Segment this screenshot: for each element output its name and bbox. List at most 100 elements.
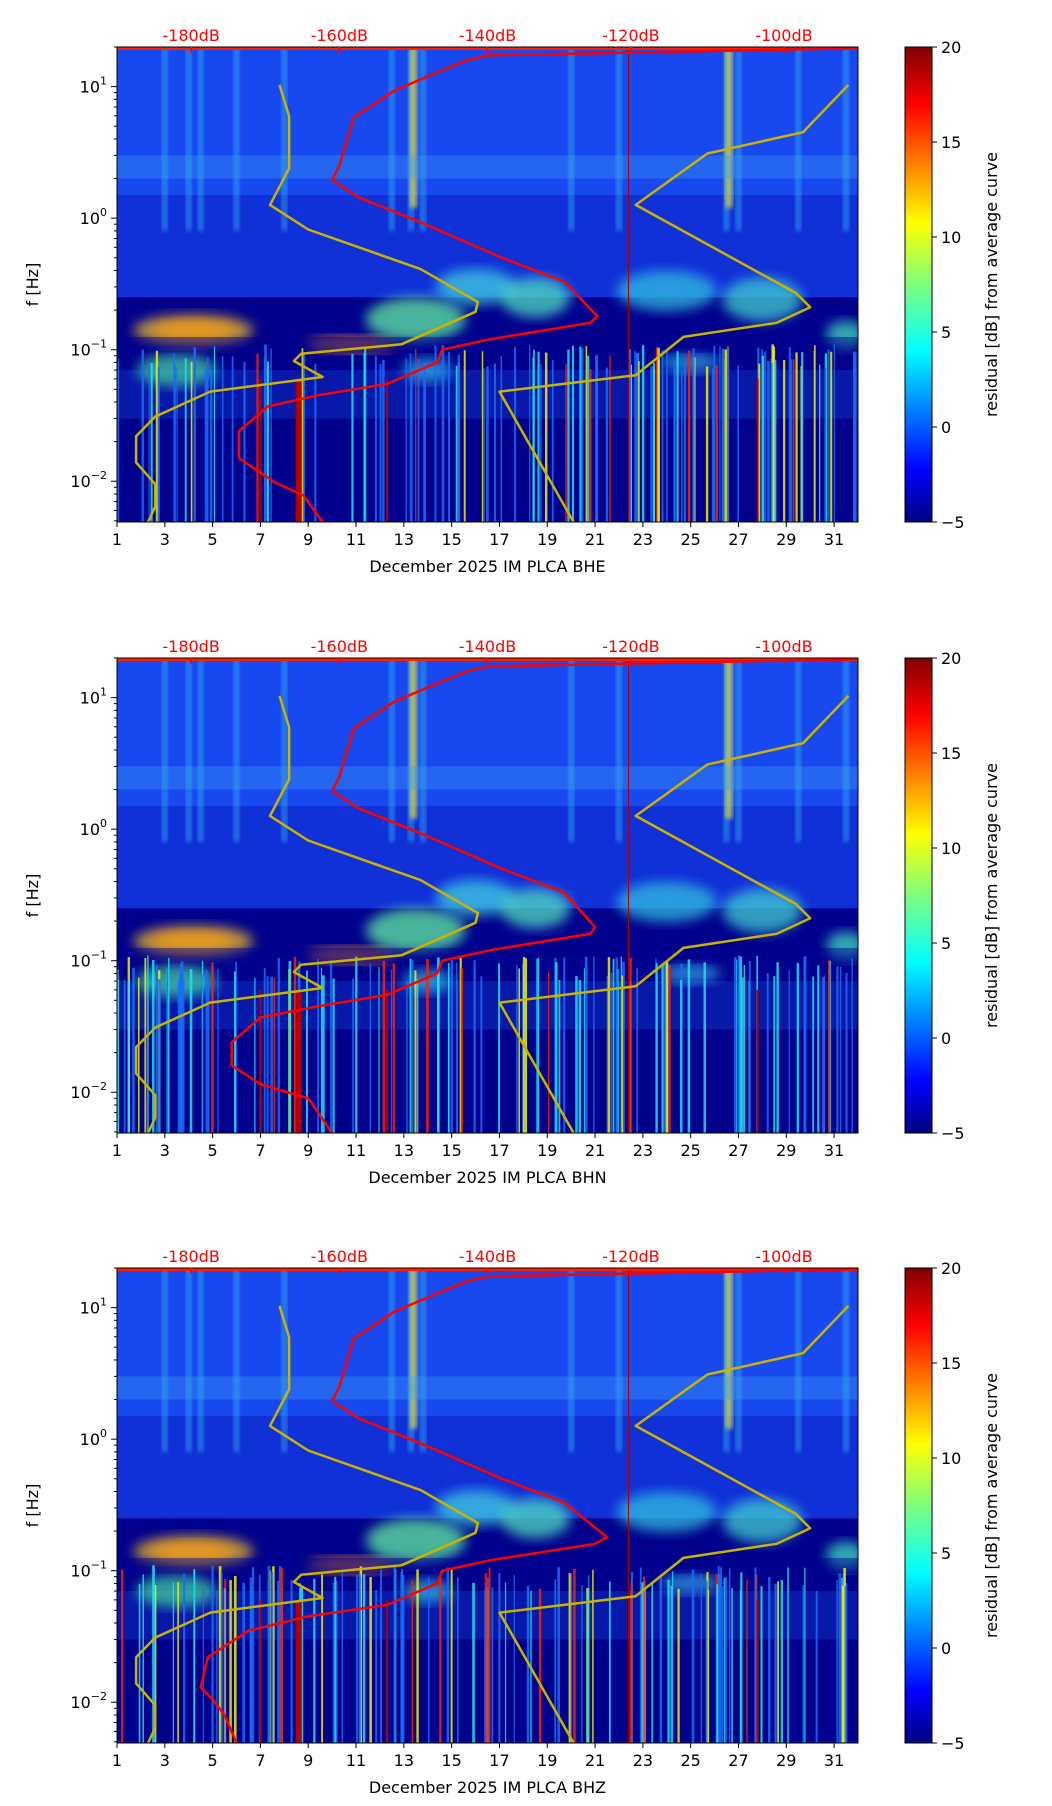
x-tick-label: 11	[346, 530, 366, 549]
transient-stripe	[567, 349, 570, 522]
high-frequency-stripe	[843, 658, 850, 842]
red-psd-curve	[199, 1268, 858, 1743]
transient-stripe	[746, 1579, 748, 1743]
low-frequency-band	[117, 981, 858, 1030]
transient-stripe	[409, 958, 412, 1133]
microseism-blob	[365, 1518, 466, 1563]
transient-stripe	[123, 979, 126, 1133]
persistent-noise-stripe	[386, 378, 389, 522]
transient-stripe	[173, 352, 175, 522]
persistent-noise-stripe	[386, 989, 389, 1133]
transient-stripe	[741, 977, 744, 1133]
microseism-band	[117, 47, 858, 195]
transient-stripe	[827, 349, 830, 522]
transient-stripe	[721, 348, 725, 522]
top-axis-label: -100dB	[755, 637, 812, 656]
x-tick-label: 3	[160, 1751, 170, 1770]
top-axis-label: -120dB	[602, 637, 659, 656]
transient-stripe	[382, 960, 386, 1133]
transient-stripe	[715, 365, 719, 522]
top-axis-label: -160dB	[311, 637, 368, 656]
microseism-blob	[133, 314, 254, 347]
transient-stripe	[587, 355, 590, 522]
transient-stripe	[400, 1571, 404, 1743]
transient-stripe	[833, 344, 835, 522]
transient-stripe	[680, 979, 683, 1133]
transient-stripe	[683, 362, 687, 522]
transient-stripe	[586, 1588, 590, 1743]
colorbar-tick-label: 20	[941, 649, 961, 668]
transient-stripe	[700, 1574, 703, 1743]
transient-stripe	[581, 348, 584, 522]
transient-stripe	[565, 364, 567, 522]
high-frequency-stripe	[795, 1268, 802, 1452]
y-tick-label: 101	[80, 75, 107, 97]
transient-stripe	[405, 358, 407, 522]
transient-stripe	[179, 968, 183, 1133]
transient-stripe	[581, 1585, 583, 1743]
high-frequency-stripe	[388, 658, 395, 842]
transient-stripe	[767, 360, 770, 522]
transient-stripe	[117, 361, 119, 522]
x-tick-label: 27	[728, 1141, 748, 1160]
strong-noise-stripe	[409, 47, 418, 208]
microseism-blob	[660, 1573, 721, 1594]
microseism-blob	[136, 965, 217, 998]
transient-stripe	[761, 355, 765, 522]
transient-stripe	[393, 1566, 396, 1743]
top-axis-label: -100dB	[755, 1247, 812, 1266]
transient-stripe	[661, 963, 664, 1133]
transient-stripe	[570, 1572, 573, 1743]
transient-stripe	[305, 970, 308, 1133]
transient-stripe	[813, 350, 815, 522]
transient-stripe	[486, 366, 489, 522]
high-frequency-stripe	[281, 1268, 288, 1452]
transient-stripe	[209, 370, 213, 522]
transient-stripe	[661, 350, 664, 522]
transient-stripe	[655, 963, 658, 1133]
strong-noise-stripe	[409, 658, 418, 819]
transient-stripe	[434, 345, 437, 522]
transient-stripe	[235, 961, 238, 1133]
transient-stripe	[243, 361, 246, 522]
transient-stripe	[218, 1566, 222, 1743]
transient-stripe	[724, 1577, 727, 1743]
microseism-blob	[133, 925, 254, 958]
transient-stripe	[707, 1589, 710, 1743]
transient-stripe	[629, 957, 632, 1133]
colorbar-tick-label: −5	[941, 513, 965, 532]
x-tick-label: 29	[776, 1751, 796, 1770]
transient-stripe	[588, 369, 592, 522]
transient-stripe	[273, 977, 276, 1133]
transient-stripe	[676, 351, 679, 522]
persistent-noise-stripe	[259, 1599, 262, 1743]
transient-stripe	[301, 348, 304, 522]
transient-stripe	[447, 351, 450, 522]
transient-stripe	[615, 957, 618, 1133]
transient-stripe	[804, 1567, 806, 1743]
transient-stripe	[117, 358, 120, 522]
transient-stripe	[483, 367, 485, 522]
transient-stripe	[166, 967, 169, 1133]
transient-stripe	[158, 979, 161, 1133]
x-tick-label: 27	[728, 530, 748, 549]
x-tick-label: 19	[537, 1141, 557, 1160]
y-tick-label: 100	[80, 817, 107, 839]
transient-stripe	[150, 363, 153, 522]
transient-stripe	[379, 363, 382, 522]
high-frequency-stripe	[197, 47, 204, 231]
colorbar-tick-label: 15	[941, 133, 961, 152]
transient-stripe	[221, 356, 224, 522]
transient-stripe	[288, 960, 292, 1133]
transient-stripe	[211, 962, 214, 1133]
high-frequency-stripe	[568, 658, 575, 842]
transient-stripe	[300, 1586, 304, 1743]
transient-stripe	[773, 976, 776, 1133]
microseism-band	[117, 1268, 858, 1416]
persistent-noise-stripe	[295, 989, 302, 1133]
transient-stripe	[790, 359, 793, 522]
transient-stripe	[788, 970, 790, 1133]
transient-stripe	[596, 354, 599, 522]
transient-stripe	[585, 345, 588, 522]
transient-stripe	[634, 351, 637, 522]
